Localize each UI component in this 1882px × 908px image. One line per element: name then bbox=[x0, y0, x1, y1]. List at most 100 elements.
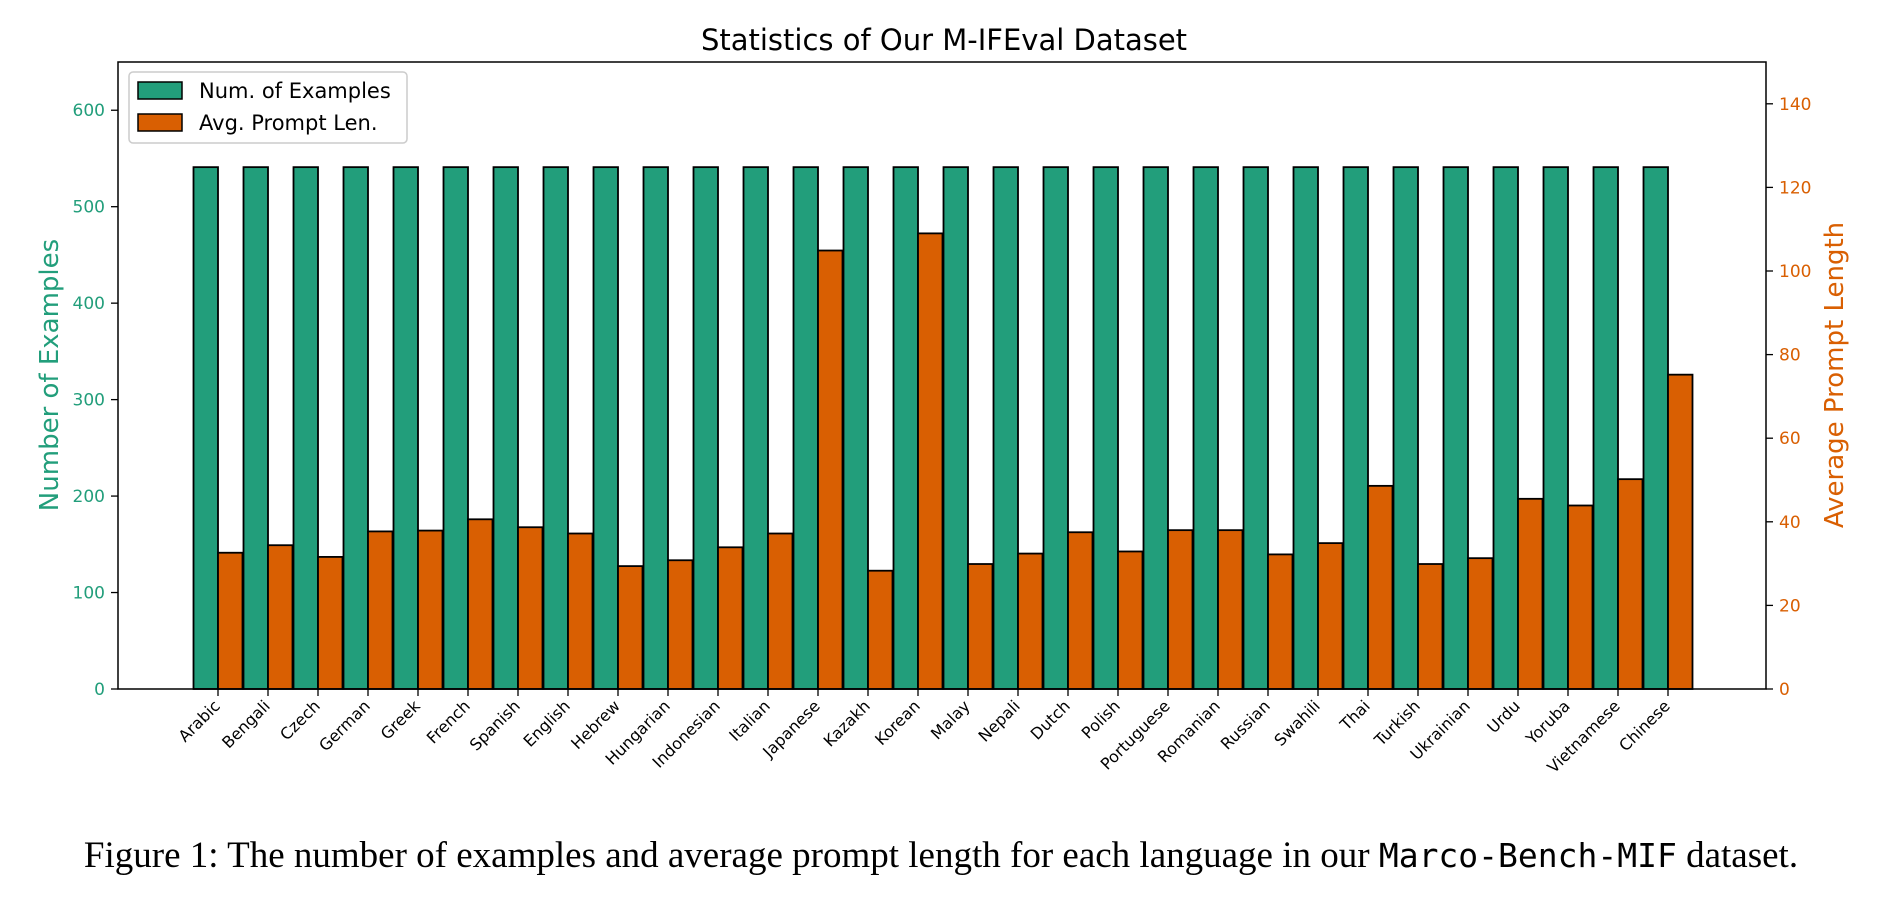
bar-prompt-len-nepali bbox=[1017, 552, 1044, 690]
bar-examples-vietnamese bbox=[1592, 166, 1619, 690]
bar-prompt-len-portuguese bbox=[1167, 529, 1194, 690]
legend-label-examples: Num. of Examples bbox=[199, 79, 391, 103]
bar-examples-romanian bbox=[1192, 166, 1219, 690]
bar-examples-dutch bbox=[1042, 166, 1069, 690]
y-tick-label: 400 bbox=[73, 294, 105, 314]
y2-tick-label: 20 bbox=[1779, 596, 1801, 616]
bar-prompt-len-russian bbox=[1267, 553, 1294, 690]
bar-examples-nepali bbox=[992, 166, 1019, 690]
bar-prompt-len-greek bbox=[417, 529, 444, 690]
x-tick-label-dutch: Dutch bbox=[1027, 696, 1074, 743]
y-tick-label: 100 bbox=[73, 584, 105, 604]
bar-examples-swahili bbox=[1292, 166, 1319, 690]
bar-examples-japanese bbox=[792, 166, 819, 690]
bar-prompt-len-thai bbox=[1367, 484, 1394, 690]
x-tick-label-bengali: Bengali bbox=[218, 696, 274, 752]
caption-dataset-name: Marco-Bench-MIF bbox=[1378, 836, 1677, 875]
bar-prompt-len-polish bbox=[1117, 550, 1144, 690]
bar-prompt-len-urdu bbox=[1517, 497, 1544, 690]
bar-prompt-len-english bbox=[567, 532, 594, 690]
bar-prompt-len-spanish bbox=[517, 526, 544, 690]
bar-examples-ukrainian bbox=[1442, 166, 1469, 690]
bar-examples-portuguese bbox=[1142, 166, 1169, 690]
caption-prefix: Figure 1: The number of examples and ave… bbox=[83, 835, 1370, 876]
bar-examples-polish bbox=[1092, 166, 1119, 690]
x-tick-label-english: English bbox=[520, 696, 574, 750]
bar-examples-turkish bbox=[1392, 166, 1419, 690]
x-tick-label-nepali: Nepali bbox=[975, 696, 1024, 745]
bar-examples-hungarian bbox=[642, 166, 669, 690]
bar-examples-urdu bbox=[1492, 166, 1519, 690]
bar-examples-bengali bbox=[242, 166, 269, 690]
caption-suffix: dataset. bbox=[1686, 835, 1799, 876]
bar-examples-english bbox=[542, 166, 569, 690]
y2-tick-label: 0 bbox=[1779, 680, 1790, 700]
y-tick-label: 600 bbox=[73, 101, 105, 121]
bar-prompt-len-hungarian bbox=[667, 559, 694, 690]
bar-examples-korean bbox=[892, 166, 919, 690]
plot-frame bbox=[117, 61, 1767, 690]
bar-examples-thai bbox=[1342, 166, 1369, 690]
bar-prompt-len-czech bbox=[317, 556, 344, 690]
y2-tick-label: 100 bbox=[1779, 262, 1811, 282]
y2-tick-label: 140 bbox=[1779, 95, 1811, 115]
bar-prompt-len-turkish bbox=[1417, 563, 1444, 690]
bar-prompt-len-yoruba bbox=[1567, 504, 1594, 690]
x-tick-label-czech: Czech bbox=[276, 696, 324, 744]
bar-prompt-len-indonesian bbox=[717, 546, 744, 690]
bar-prompt-len-ukrainian bbox=[1467, 557, 1494, 690]
left-axis: 0 100 200 300 400 500 600 bbox=[73, 101, 118, 700]
bar-prompt-len-korean bbox=[917, 232, 944, 690]
bar-examples-yoruba bbox=[1542, 166, 1569, 690]
y-tick-label: 500 bbox=[73, 198, 105, 218]
bar-examples-russian bbox=[1242, 166, 1269, 690]
bar-examples-arabic bbox=[192, 166, 219, 690]
legend-box bbox=[128, 71, 408, 144]
x-tick-label-russian: Russian bbox=[1217, 696, 1274, 753]
y-tick-label: 300 bbox=[73, 391, 105, 411]
bar-prompt-len-vietnamese bbox=[1617, 478, 1644, 690]
y-tick-label: 200 bbox=[73, 487, 105, 507]
x-tick-label-chinese: Chinese bbox=[1615, 696, 1674, 755]
y2-tick-label: 40 bbox=[1779, 513, 1801, 533]
figure-caption: Figure 1: The number of examples and ave… bbox=[0, 834, 1882, 877]
right-axis: 0 20 40 60 80 100 120 140 bbox=[1766, 95, 1811, 700]
bar-prompt-len-italian bbox=[767, 532, 794, 690]
bar-prompt-len-japanese bbox=[817, 249, 844, 690]
y2-tick-label: 80 bbox=[1779, 346, 1801, 366]
bar-prompt-len-romanian bbox=[1217, 529, 1244, 690]
bar-examples-spanish bbox=[492, 166, 519, 690]
bar-prompt-len-arabic bbox=[217, 551, 244, 690]
y-tick-label: 0 bbox=[94, 680, 105, 700]
x-tick-label-korean: Korean bbox=[871, 696, 924, 749]
bar-prompt-len-german bbox=[367, 530, 394, 690]
x-tick-label-spanish: Spanish bbox=[466, 696, 524, 754]
bar-prompt-len-french bbox=[467, 518, 494, 690]
bar-examples-greek bbox=[392, 166, 419, 690]
bar-prompt-len-dutch bbox=[1067, 531, 1094, 690]
bar-prompt-len-kazakh bbox=[867, 569, 894, 690]
x-tick-label-kazakh: Kazakh bbox=[820, 696, 874, 750]
x-tick-label-thai: Thai bbox=[1336, 696, 1374, 734]
x-tick-label-italian: Italian bbox=[725, 696, 774, 745]
bar-examples-german bbox=[342, 166, 369, 690]
chart-title: Statistics of Our M-IFEval Dataset bbox=[701, 23, 1187, 57]
y2-tick-label: 120 bbox=[1779, 178, 1811, 198]
legend-label-prompt-len: Avg. Prompt Len. bbox=[199, 111, 378, 135]
chart: Statistics of Our M-IFEval Dataset 0 100 2… bbox=[35, 23, 1850, 777]
y2-axis-label: Average Prompt Length bbox=[1820, 222, 1850, 528]
y2-tick-label: 60 bbox=[1779, 429, 1801, 449]
legend-swatch-examples bbox=[137, 81, 183, 100]
x-tick-label-urdu: Urdu bbox=[1483, 696, 1524, 737]
bar-examples-hebrew bbox=[592, 166, 619, 690]
bar-examples-italian bbox=[742, 166, 769, 690]
bar-prompt-len-bengali bbox=[267, 544, 294, 690]
legend-swatch-prompt-len bbox=[137, 113, 183, 132]
bar-prompt-len-hebrew bbox=[617, 565, 644, 690]
bar-prompt-len-swahili bbox=[1317, 542, 1344, 690]
bars-layer bbox=[192, 166, 1694, 690]
x-tick-label-arabic: Arabic bbox=[175, 696, 224, 745]
bar-examples-indonesian bbox=[692, 166, 719, 690]
bar-examples-malay bbox=[942, 166, 969, 690]
